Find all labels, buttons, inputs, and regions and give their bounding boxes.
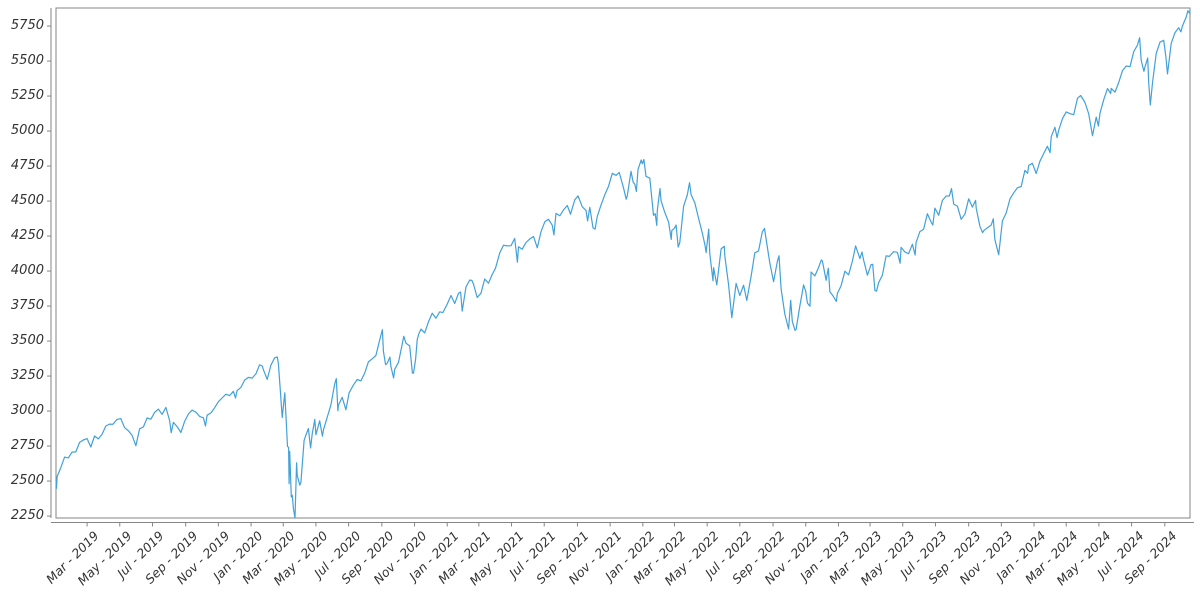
y-tick-label: 3250 xyxy=(10,368,44,384)
y-tick-label: 4250 xyxy=(10,228,44,244)
y-tick-label: 5500 xyxy=(10,53,44,69)
y-tick-label: 4000 xyxy=(10,263,44,279)
y-tick-label: 2250 xyxy=(10,508,44,524)
y-tick-label: 4750 xyxy=(10,158,44,174)
y-tick-label: 2500 xyxy=(10,473,44,489)
y-tick-label: 3500 xyxy=(10,333,44,349)
price-line xyxy=(55,9,1191,519)
y-tick-label: 5750 xyxy=(10,18,44,34)
y-tick-label: 2750 xyxy=(10,438,44,454)
y-tick-label: 3000 xyxy=(10,403,44,419)
y-tick-label: 3750 xyxy=(10,298,44,314)
y-tick-label: 4500 xyxy=(10,193,44,209)
y-tick-label: 5250 xyxy=(10,88,44,104)
plot-frame xyxy=(55,7,1191,519)
y-tick-label: 5000 xyxy=(10,123,44,139)
